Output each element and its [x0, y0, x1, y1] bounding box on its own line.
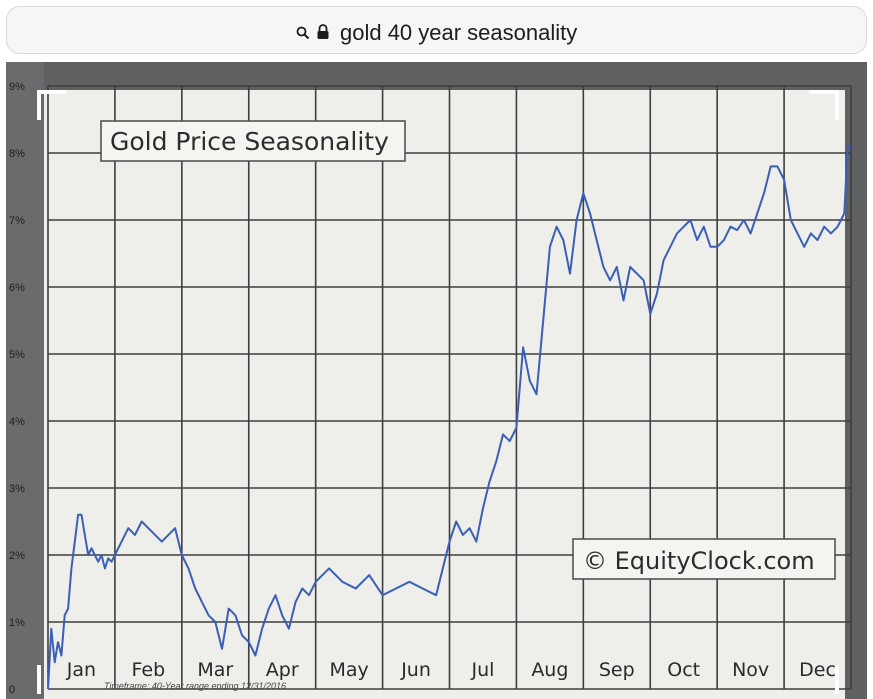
y-tick-label: 4% [9, 416, 25, 428]
x-tick-label: Feb [132, 659, 166, 681]
search-query: gold 40 year seasonality [339, 20, 578, 46]
x-tick-label: Oct [667, 659, 700, 681]
y-tick-label: 6% [9, 282, 25, 294]
address-bar[interactable]: gold 40 year seasonality [6, 6, 867, 54]
x-tick-label: Aug [531, 659, 568, 681]
title-box: Gold Price Seasonality [100, 120, 406, 162]
x-tick-labels: Jan Feb Mar Apr May Jun Jul Aug Sep Oct Nov Dec [66, 659, 836, 681]
plot-paper [44, 90, 845, 699]
chart-svg: 0 1% 2% 3% 4% 5% 6% 7% 8% 9% Jan Feb Mar Apr May Jun Ju… [6, 62, 852, 699]
y-tick-label: 1% [9, 617, 25, 629]
address-bar-content: gold 40 year seasonality [7, 19, 866, 46]
x-tick-label: Nov [732, 659, 769, 681]
y-tick-label: 3% [9, 483, 25, 495]
x-tick-label: Jul [470, 659, 494, 681]
watermark-text: © EquityClock.com [583, 547, 815, 575]
y-tick-label: 5% [9, 349, 25, 361]
x-tick-label: May [329, 659, 368, 681]
x-tick-label: Jan [66, 659, 96, 681]
search-icon [296, 20, 310, 46]
series-line [47, 145, 851, 690]
y-tick-label: 0 [9, 684, 15, 696]
y-tick-label: 2% [9, 550, 25, 562]
x-tick-label: Sep [599, 659, 635, 681]
x-tick-label: Apr [266, 659, 299, 681]
watermark-box: © EquityClock.com [572, 538, 836, 580]
capture-frame [37, 90, 839, 694]
chart-title: Gold Price Seasonality [110, 127, 389, 156]
y-tick-labels: 0 1% 2% 3% 4% 5% 6% 7% 8% 9% [9, 81, 25, 696]
x-tick-label: Jun [400, 659, 431, 681]
y-tick-label: 8% [9, 148, 25, 160]
lock-icon [316, 20, 330, 46]
x-tick-label: Mar [197, 659, 233, 681]
y-tick-label: 9% [9, 81, 25, 93]
footnote: Timeframe: 40-Year range ending 12/31/20… [104, 681, 286, 691]
chart-photo: 0 1% 2% 3% 4% 5% 6% 7% 8% 9% Jan Feb Mar Apr May Jun Ju… [6, 62, 867, 699]
x-tick-label: Dec [799, 659, 836, 681]
y-tick-label: 7% [9, 215, 25, 227]
